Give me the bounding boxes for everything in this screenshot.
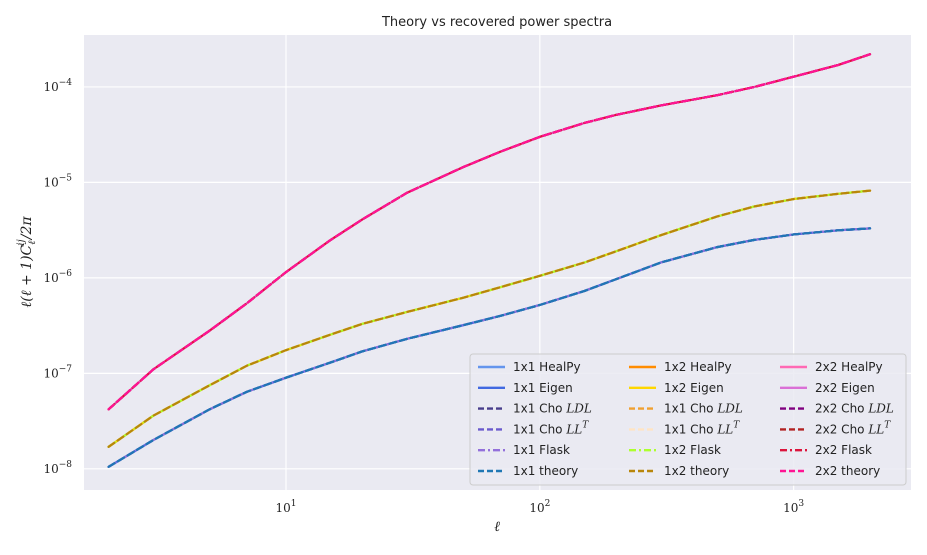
x-axis-label: ℓ bbox=[494, 519, 500, 535]
legend-label: 2x2 theory bbox=[815, 464, 880, 478]
legend-label: 1x1 Cho LLT bbox=[664, 420, 740, 436]
y-tick-base: 10 bbox=[43, 462, 58, 476]
y-axis-label-group: ℓ(ℓ + 1)Cℓij/2π bbox=[16, 216, 38, 308]
y-tick-base: 10 bbox=[43, 271, 58, 285]
legend-label: 1x2 theory bbox=[664, 464, 729, 478]
legend-label: 1x1 Cho LLT bbox=[513, 420, 589, 436]
legend-label: 1x2 Flask bbox=[664, 443, 721, 457]
y-tick-exp: −7 bbox=[59, 364, 73, 374]
legend-label-sup: T bbox=[884, 420, 891, 430]
legend-label-math: LL bbox=[867, 422, 884, 436]
x-tick-base: 10 bbox=[783, 501, 798, 515]
legend-label: 1x1 Flask bbox=[513, 443, 570, 457]
legend-label: 2x2 Cho LDL bbox=[815, 402, 894, 416]
y-tick-exp: −6 bbox=[59, 269, 73, 279]
legend-label-text: 1x1 Cho bbox=[513, 402, 566, 416]
x-tick-exp: 1 bbox=[291, 499, 297, 509]
y-tick-label: 10−7 bbox=[43, 364, 72, 380]
legend-label: 2x2 Cho LLT bbox=[815, 420, 891, 436]
x-tick-label: 102 bbox=[529, 499, 550, 515]
legend-label: 1x1 theory bbox=[513, 464, 578, 478]
legend-label-math: LDL bbox=[867, 402, 894, 416]
legend-label-text: 2x2 Cho bbox=[815, 422, 868, 436]
legend-label-math: LL bbox=[716, 422, 733, 436]
y-axis-label: ℓ(ℓ + 1)Cℓij/2π bbox=[16, 216, 38, 308]
x-tick-label: 103 bbox=[783, 499, 804, 515]
legend-label-sup: T bbox=[733, 420, 740, 430]
series-lines bbox=[107, 53, 872, 468]
legend-label: 2x2 HealPy bbox=[815, 360, 883, 374]
y-axis-label-main: ℓ(ℓ + 1)C bbox=[19, 244, 35, 307]
x-tick-base: 10 bbox=[529, 501, 544, 515]
y-tick-exp: −5 bbox=[59, 173, 73, 183]
legend-label-math: LDL bbox=[565, 402, 592, 416]
y-tick-base: 10 bbox=[43, 366, 58, 380]
legend-label: 1x2 HealPy bbox=[664, 360, 732, 374]
y-tick-label: 10−4 bbox=[43, 78, 72, 94]
y-axis-label-tail: /2π bbox=[19, 216, 35, 242]
y-tick-label: 10−8 bbox=[43, 460, 72, 476]
y-axis-label-sup: ij bbox=[16, 239, 27, 245]
y-tick-exp: −8 bbox=[59, 460, 73, 470]
series-line bbox=[107, 189, 872, 448]
legend-label: 1x1 Cho LDL bbox=[513, 402, 592, 416]
legend-label-text: 1x1 Cho bbox=[664, 402, 717, 416]
y-tick-labels: 10−810−710−610−510−4 bbox=[43, 78, 72, 476]
legend-label: 1x2 Eigen bbox=[664, 381, 724, 395]
legend-label: 2x2 Flask bbox=[815, 443, 872, 457]
y-tick-base: 10 bbox=[43, 175, 58, 189]
y-axis-label-sub: ℓ bbox=[27, 241, 38, 245]
legend-label: 1x1 Cho LDL bbox=[664, 402, 743, 416]
y-tick-label: 10−6 bbox=[43, 269, 72, 285]
x-tick-labels: 101 102 103 bbox=[275, 499, 804, 515]
y-tick-exp: −4 bbox=[59, 78, 73, 88]
legend-label-text: 1x1 Cho bbox=[513, 422, 566, 436]
x-tick-exp: 2 bbox=[545, 499, 551, 509]
series-line bbox=[107, 53, 872, 411]
chart-title: Theory vs recovered power spectra bbox=[381, 15, 612, 30]
y-tick-base: 10 bbox=[43, 80, 58, 94]
legend-label-text: 1x1 Cho bbox=[664, 422, 717, 436]
legend-label: 1x1 Eigen bbox=[513, 381, 573, 395]
legend-label: 2x2 Eigen bbox=[815, 381, 875, 395]
x-tick-label: 101 bbox=[275, 499, 296, 515]
legend-label-math: LDL bbox=[716, 402, 743, 416]
legend-label-sup: T bbox=[582, 420, 589, 430]
x-tick-exp: 3 bbox=[798, 499, 804, 509]
legend-label-math: LL bbox=[565, 422, 582, 436]
y-tick-label: 10−5 bbox=[43, 173, 72, 189]
legend-label-text: 2x2 Cho bbox=[815, 402, 868, 416]
x-tick-base: 10 bbox=[275, 501, 290, 515]
legend-label: 1x1 HealPy bbox=[513, 360, 581, 374]
series-line bbox=[107, 227, 872, 468]
